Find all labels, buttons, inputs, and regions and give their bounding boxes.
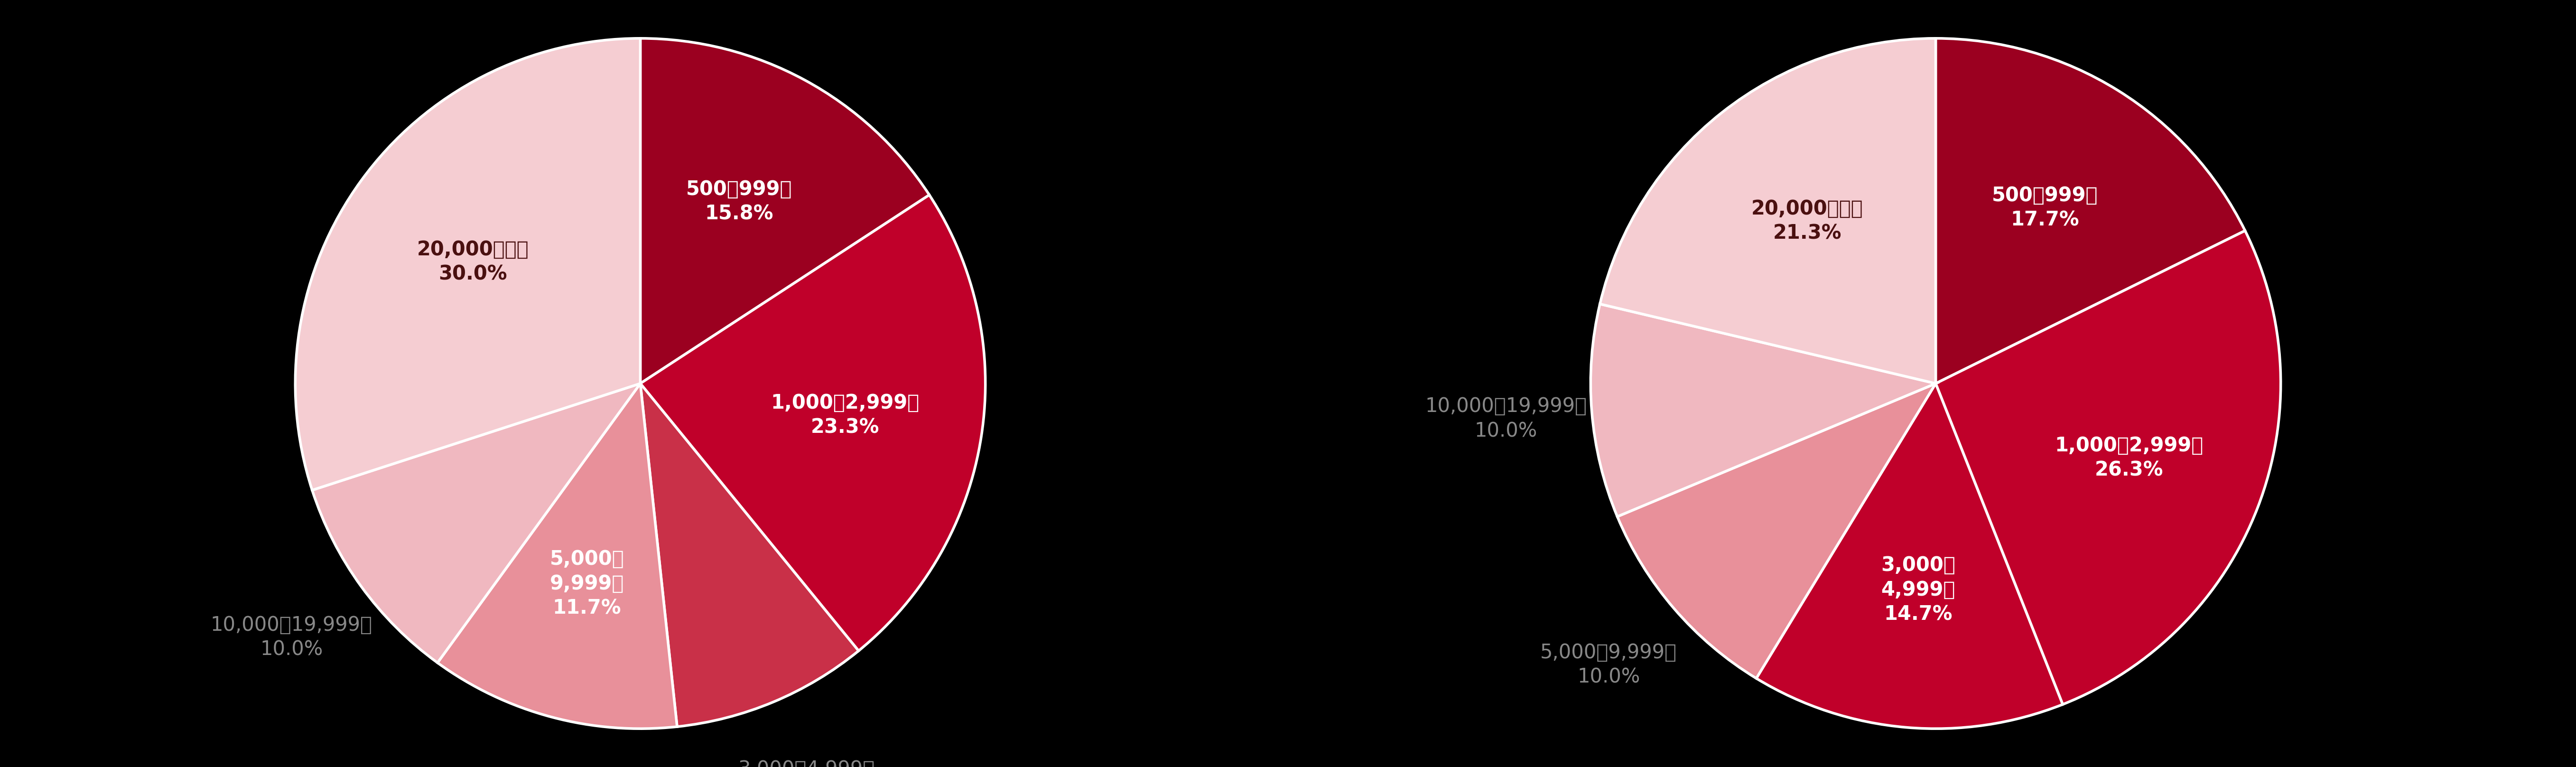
- Text: 5,000～
9,999人
11.7%: 5,000～ 9,999人 11.7%: [549, 549, 623, 618]
- Text: 20,000人以上
21.3%: 20,000人以上 21.3%: [1752, 199, 1862, 243]
- Text: 10,000～19,999人
10.0%: 10,000～19,999人 10.0%: [211, 615, 374, 660]
- Text: 500～999人
17.7%: 500～999人 17.7%: [1991, 186, 2097, 230]
- Wedge shape: [641, 38, 930, 384]
- Wedge shape: [1935, 231, 2280, 704]
- Text: 1,000～2,999人
23.3%: 1,000～2,999人 23.3%: [770, 393, 920, 437]
- Wedge shape: [641, 195, 987, 651]
- Text: 3,000～4,999人
9.2%: 3,000～4,999人 9.2%: [739, 759, 876, 767]
- Wedge shape: [1600, 38, 1935, 384]
- Text: 5,000～9,999人
10.0%: 5,000～9,999人 10.0%: [1540, 643, 1677, 687]
- Wedge shape: [1618, 384, 1935, 678]
- Wedge shape: [296, 38, 641, 490]
- Wedge shape: [1935, 38, 2246, 384]
- Wedge shape: [312, 384, 641, 663]
- Wedge shape: [438, 384, 677, 729]
- Text: 3,000～
4,999人
14.7%: 3,000～ 4,999人 14.7%: [1880, 555, 1955, 624]
- Wedge shape: [641, 384, 858, 726]
- Text: 10,000～19,999人
10.0%: 10,000～19,999人 10.0%: [1425, 397, 1587, 441]
- Text: 1,000～2,999人
26.3%: 1,000～2,999人 26.3%: [2056, 436, 2202, 480]
- Wedge shape: [1757, 384, 2063, 729]
- Wedge shape: [1589, 304, 1935, 517]
- Text: 500～999人
15.8%: 500～999人 15.8%: [685, 179, 791, 224]
- Text: 20,000人以上
30.0%: 20,000人以上 30.0%: [417, 239, 528, 284]
